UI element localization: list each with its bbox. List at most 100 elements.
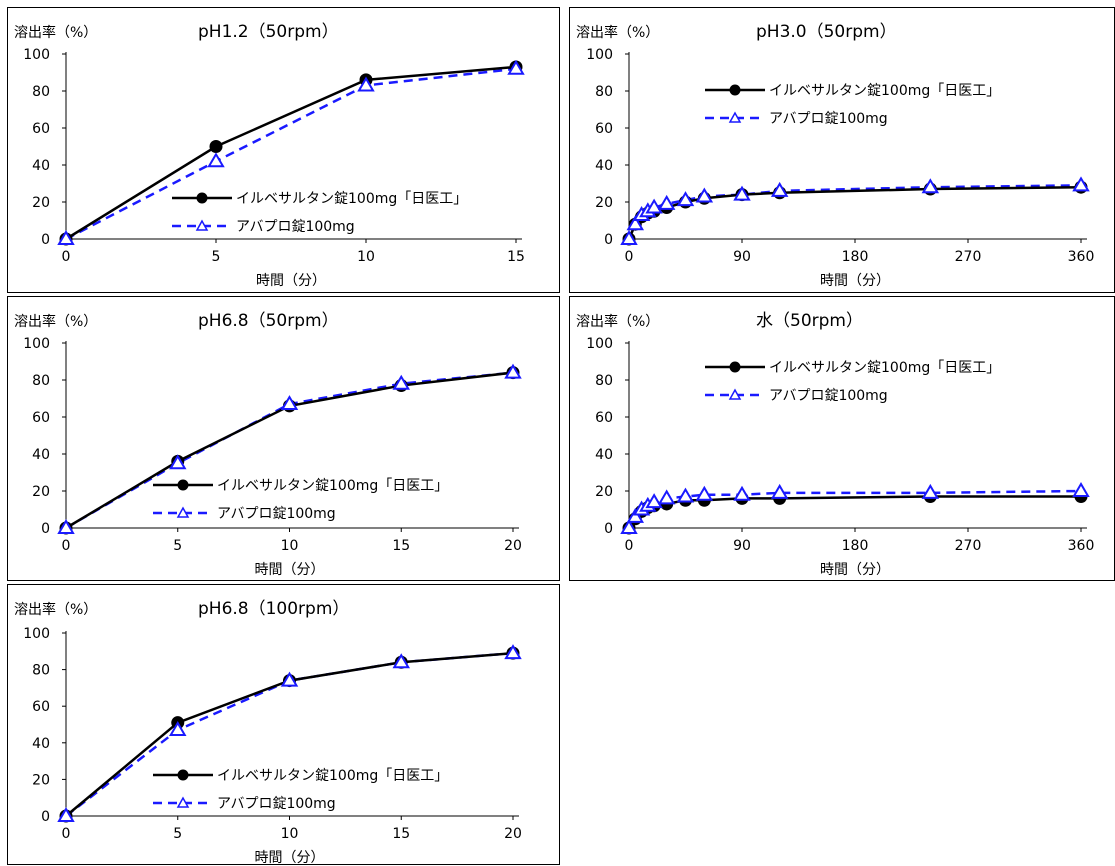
legend-marker-ref xyxy=(728,111,742,123)
data-point-test xyxy=(209,140,223,153)
x-tick-label: 5 xyxy=(173,826,182,842)
data-point-ref xyxy=(620,230,638,245)
y-tick-label: 20 xyxy=(32,195,50,211)
data-point-ref xyxy=(392,374,410,390)
legend-marker-test xyxy=(177,479,189,491)
legend-label-ref: アバプロ錠100mg xyxy=(217,796,336,812)
y-tick-label: 80 xyxy=(595,84,613,100)
data-point-ref xyxy=(392,653,410,669)
x-tick-label: 360 xyxy=(1068,249,1095,265)
x-axis-label: 時間（分） xyxy=(820,562,890,578)
series-line-test xyxy=(627,495,1081,529)
series-line-test xyxy=(65,65,517,241)
x-tick-label: 180 xyxy=(842,249,869,265)
chart-panel-ph68-50rpm: 溶出率（%） pH6.8（50rpm） 時間（分） 0 20 40 60 80 100 0 5 10 1… xyxy=(7,296,560,581)
x-axis-label: 時間（分） xyxy=(255,562,325,578)
x-tick-label: 20 xyxy=(504,826,522,842)
data-point-ref xyxy=(57,519,75,534)
chart-ph30-svg: 溶出率（%） pH3.0（50rpm） 時間（分） 0 20 40 60 80 100 0 90 18… xyxy=(576,22,1095,289)
data-point-ref xyxy=(645,198,663,214)
chart-water-svg: 溶出率（%） 水（50rpm） 時間（分） 0 20 40 60 80 100 0 90 180 270… xyxy=(576,311,1094,578)
chart-title: 水（50rpm） xyxy=(756,311,863,331)
y-tick-label: 20 xyxy=(32,484,50,500)
data-point-ref xyxy=(57,807,75,822)
data-point-ref xyxy=(280,671,299,687)
x-tick-label: 15 xyxy=(392,538,410,554)
series-line-ref xyxy=(65,67,517,241)
chart-panel-ph30: 溶出率（%） pH3.0（50rpm） 時間（分） 0 20 40 60 80 100 0 90 18… xyxy=(569,7,1115,293)
series-line-test xyxy=(627,185,1082,240)
chart-title: pH6.8（50rpm） xyxy=(198,311,339,331)
y-tick-label: 60 xyxy=(32,410,50,426)
legend-marker-test xyxy=(177,769,189,781)
y-tick-label: 80 xyxy=(32,663,50,679)
legend-marker-test xyxy=(729,84,741,96)
legend-marker-ref xyxy=(728,388,742,400)
data-point-ref xyxy=(770,483,789,499)
x-tick-label: 5 xyxy=(173,538,182,554)
legend-label-test: イルベサルタン錠100mg「日医工」 xyxy=(217,478,448,494)
legend-label-test: イルベサルタン錠100mg「日医工」 xyxy=(769,360,1000,376)
data-point-ref xyxy=(626,507,645,523)
y-tick-label: 80 xyxy=(595,373,613,389)
y-tick-label: 80 xyxy=(32,84,50,100)
data-point-ref xyxy=(1072,176,1090,192)
x-axis-label: 時間（分） xyxy=(255,850,325,866)
legend-marker-ref xyxy=(176,506,190,518)
legend-label-ref: アバプロ錠100mg xyxy=(217,506,336,522)
data-point-ref xyxy=(207,152,225,168)
data-point-ref xyxy=(1072,482,1090,497)
x-tick-label: 0 xyxy=(62,538,71,554)
series-line-ref xyxy=(627,184,1082,240)
y-tick-label: 0 xyxy=(41,232,50,248)
legend-marker-ref xyxy=(176,796,190,808)
x-axis-label: 時間（分） xyxy=(820,273,890,289)
legend-label-ref: アバプロ錠100mg xyxy=(769,111,888,127)
y-axis-label: 溶出率（%） xyxy=(14,601,97,618)
data-point-ref xyxy=(57,230,75,245)
legend-label-ref: アバプロ錠100mg xyxy=(769,388,888,404)
x-tick-label: 0 xyxy=(625,538,634,554)
data-point-ref xyxy=(695,187,714,203)
x-tick-label: 0 xyxy=(625,249,634,265)
chart-panel-ph12: 溶出率（%） pH1.2（50rpm） 時間（分） 0 20 40 60 80 100 0 5 10 1… xyxy=(7,7,560,293)
chart-panel-water: 溶出率（%） 水（50rpm） 時間（分） 0 20 40 60 80 100 0 90 180 270… xyxy=(569,296,1115,581)
y-tick-label: 0 xyxy=(604,521,613,537)
chart-panel-ph68-100rpm: 溶出率（%） pH6.8（100rpm） 時間（分） 0 20 40 60 80 100 0 5 10… xyxy=(7,584,560,866)
data-point-ref xyxy=(507,59,525,75)
x-tick-label: 180 xyxy=(842,538,869,554)
x-tick-label: 10 xyxy=(281,826,299,842)
y-tick-label: 100 xyxy=(586,47,613,63)
chart-ph68-100rpm-svg: 溶出率（%） pH6.8（100rpm） 時間（分） 0 20 40 60 80 100 0 5 10… xyxy=(14,599,522,866)
x-tick-label: 0 xyxy=(62,826,71,842)
x-tick-label: 270 xyxy=(955,538,982,554)
y-tick-label: 20 xyxy=(32,772,50,788)
data-point-ref xyxy=(733,185,751,201)
y-tick-label: 60 xyxy=(595,410,613,426)
x-tick-label: 5 xyxy=(212,249,221,265)
y-tick-label: 60 xyxy=(32,699,50,715)
y-tick-label: 0 xyxy=(41,521,50,537)
data-point-ref xyxy=(169,721,187,736)
y-tick-label: 0 xyxy=(604,232,613,248)
legend-label-ref: アバプロ錠100mg xyxy=(236,219,355,235)
x-tick-label: 90 xyxy=(733,538,751,554)
data-point-ref xyxy=(626,215,645,231)
legend-marker-ref xyxy=(195,219,209,231)
data-point-ref xyxy=(676,191,695,207)
legend-label-test: イルベサルタン錠100mg「日医工」 xyxy=(217,768,448,784)
data-point-ref xyxy=(280,395,299,411)
y-tick-label: 40 xyxy=(32,158,50,174)
x-tick-label: 90 xyxy=(733,249,751,265)
data-point-ref xyxy=(921,178,940,194)
y-tick-label: 40 xyxy=(595,158,613,174)
x-tick-label: 270 xyxy=(955,249,982,265)
data-point-ref xyxy=(504,644,522,660)
data-point-ref xyxy=(657,489,676,505)
x-tick-label: 10 xyxy=(281,538,299,554)
data-point-ref xyxy=(357,76,375,92)
legend-label-test: イルベサルタン錠100mg「日医工」 xyxy=(236,191,467,207)
data-point-ref xyxy=(169,454,187,470)
y-tick-label: 40 xyxy=(32,447,50,463)
data-point-ref xyxy=(695,485,714,501)
